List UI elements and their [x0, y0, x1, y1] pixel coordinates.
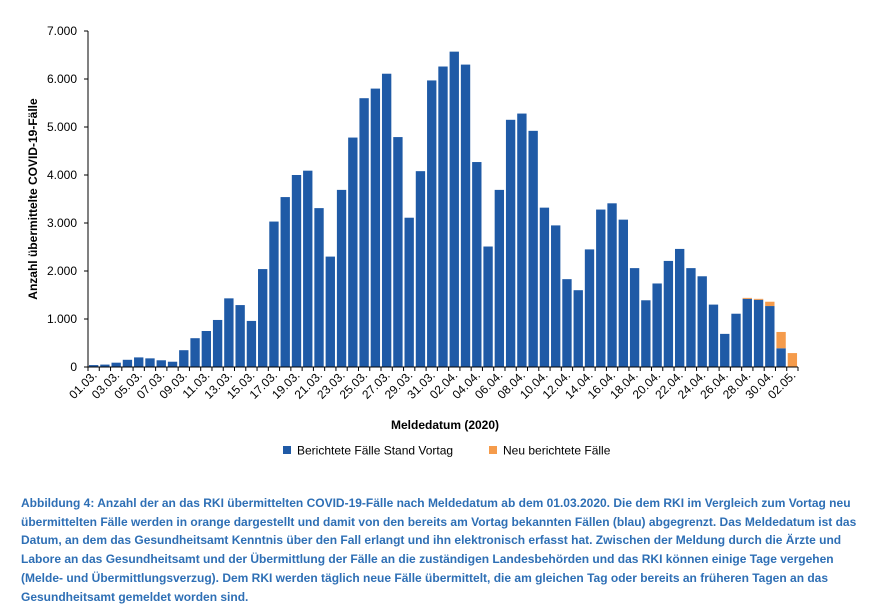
bar-reported: [438, 66, 448, 368]
bar-reported: [235, 305, 245, 367]
bar-reported: [145, 358, 155, 367]
bar-reported: [111, 362, 121, 367]
bar-new: [742, 297, 752, 299]
bar-reported: [629, 268, 640, 367]
y-axis: 0 1.000 2.000 3.000 4.000 5.000 6.000 7.000: [47, 24, 88, 374]
x-axis-title: Meldedatum (2020): [391, 418, 499, 432]
y-tick-label: 0: [70, 360, 77, 374]
bar-reported: [167, 361, 178, 367]
bar-reported: [179, 350, 189, 367]
bar-reported: [494, 189, 505, 367]
bar-reported: [100, 364, 110, 367]
bar-reported: [280, 197, 290, 367]
bar-reported: [472, 162, 482, 367]
bar-reported: [674, 248, 685, 367]
legend-swatch-new: [489, 446, 497, 454]
bar-reported: [269, 221, 279, 367]
bar-new: [776, 331, 786, 349]
bar-reported: [539, 207, 550, 367]
bar-new: [787, 353, 798, 367]
bar-reported: [393, 137, 403, 367]
bar-reported: [415, 171, 426, 367]
bar-reported: [381, 73, 392, 367]
bar-reported: [697, 276, 707, 367]
bar-reported: [314, 208, 324, 367]
bar-reported: [258, 269, 268, 367]
bar-reported: [618, 219, 628, 367]
bar-reported: [88, 365, 99, 367]
bar-new: [765, 301, 775, 307]
x-axis: 01.03.03.03.05.03.07.03.09.03.11.03.13.0…: [66, 367, 799, 402]
bar-reported: [348, 137, 358, 367]
bar-reported: [336, 189, 347, 367]
y-tick-label: 3.000: [47, 216, 77, 230]
bar-reported: [370, 88, 381, 367]
legend-label-new: Neu berichtete Fälle: [503, 444, 611, 458]
y-tick-label: 1.000: [47, 312, 77, 326]
bar-reported: [134, 357, 144, 367]
bar-new: [753, 298, 764, 300]
bar-reported: [427, 80, 437, 367]
y-tick-label: 4.000: [47, 168, 77, 182]
bar-reported: [753, 299, 764, 367]
bar-reported: [325, 256, 335, 367]
bar-reported: [404, 217, 414, 367]
bar-reported: [460, 64, 471, 367]
bar-reported: [652, 283, 662, 367]
y-tick-label: 7.000: [47, 24, 77, 38]
bar-reported: [122, 359, 133, 367]
bar-reported: [201, 331, 212, 367]
legend-label-reported: Berichtete Fälle Stand Vortag: [297, 444, 453, 458]
legend: Berichtete Fälle Stand Vortag Neu berich…: [283, 444, 611, 458]
bar-reported: [641, 300, 651, 367]
bar-reported: [742, 298, 752, 367]
bar-reported: [663, 260, 674, 367]
bar-reported: [573, 290, 583, 367]
bar-reported: [551, 225, 561, 367]
bar-reported: [562, 279, 572, 367]
bar-reported: [765, 306, 775, 367]
bar-reported: [190, 338, 200, 367]
y-tick-label: 6.000: [47, 72, 77, 86]
bar-reported: [449, 51, 459, 367]
bar-reported: [483, 246, 493, 367]
bar-reported: [686, 268, 696, 367]
bar-reported: [720, 333, 730, 367]
bar-reported: [731, 313, 741, 367]
bar-chart: Anzahl übermittelte COVID-19-Fälle 0 1.00…: [26, 24, 799, 458]
bar-reported: [596, 209, 606, 367]
bar-reported: [224, 298, 234, 367]
bar-reported: [246, 320, 257, 367]
bar-reported: [528, 130, 538, 367]
y-tick-label: 5.000: [47, 120, 77, 134]
bar-reported: [517, 113, 527, 367]
y-axis-title: Anzahl übermittelte COVID-19-Fälle: [26, 98, 40, 300]
bar-reported: [776, 348, 786, 367]
bar-reported: [212, 319, 223, 367]
bar-reported: [708, 304, 719, 367]
y-tick-label: 2.000: [47, 264, 77, 278]
bars: [88, 51, 798, 368]
bar-reported: [359, 98, 369, 367]
figure-caption: Abbildung 4: Anzahl der an das RKI überm…: [21, 496, 857, 604]
bar-reported: [291, 175, 302, 367]
bar-reported: [505, 119, 516, 367]
legend-swatch-reported: [283, 446, 291, 454]
bar-reported: [303, 170, 313, 367]
bar-reported: [607, 203, 617, 367]
bar-reported: [584, 249, 595, 367]
bar-reported: [156, 360, 166, 367]
